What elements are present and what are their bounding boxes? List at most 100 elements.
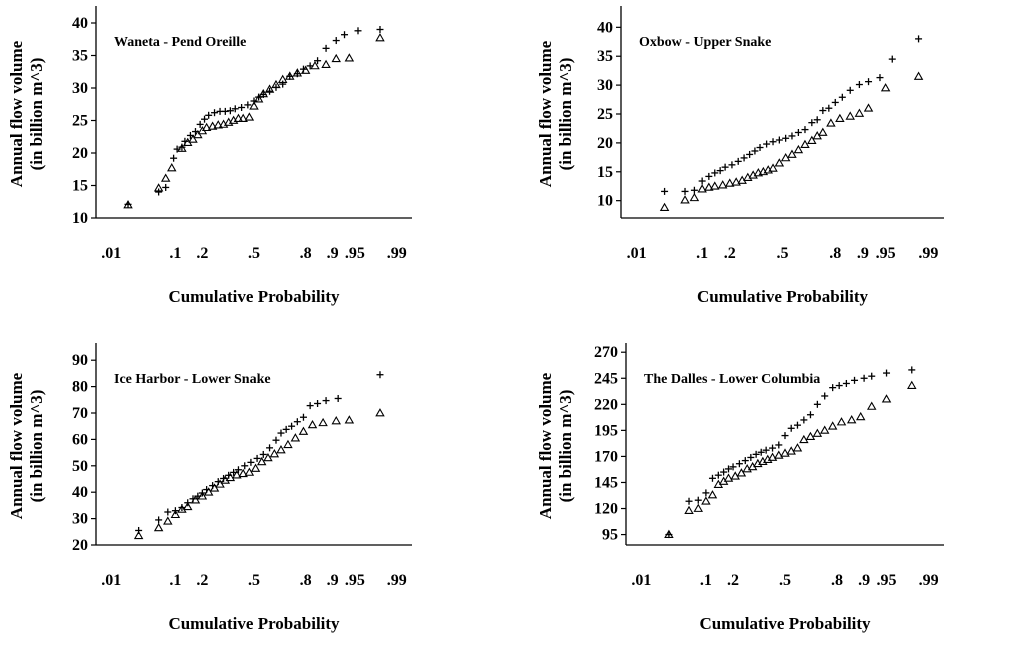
plus-marker: [155, 188, 163, 196]
triangle-marker: [855, 411, 866, 421]
y-tick-label: 30: [597, 77, 613, 94]
plus-marker: [888, 55, 896, 63]
triangle-marker: [826, 118, 836, 127]
triangle-marker: [177, 143, 187, 152]
plus-marker: [831, 98, 839, 106]
triangle-marker: [307, 419, 318, 429]
triangle-marker: [684, 505, 694, 515]
triangle-marker: [197, 491, 208, 500]
plus-marker: [741, 457, 749, 465]
plus-marker: [851, 376, 859, 384]
plus-marker: [915, 35, 923, 43]
y-axis-title-line: Annual flow volume: [7, 40, 26, 187]
triangle-marker: [310, 60, 320, 70]
triangle-marker: [203, 487, 214, 496]
plus-marker: [787, 424, 795, 432]
triangle-marker: [768, 163, 778, 172]
triangle-marker: [845, 111, 855, 120]
triangle-marker: [787, 149, 797, 158]
triangle-marker: [344, 415, 355, 424]
triangle-marker: [812, 428, 823, 437]
triangle-marker: [233, 113, 244, 122]
triangle-marker: [723, 473, 734, 482]
triangle-marker: [182, 501, 193, 511]
triangle-marker: [207, 121, 218, 130]
plus-marker: [781, 432, 789, 440]
y-tick-label: 15: [597, 164, 613, 181]
y-tick-label: 90: [72, 352, 88, 369]
plus-marker: [876, 74, 884, 82]
plus-marker: [272, 436, 280, 444]
y-tick-label: 25: [597, 106, 613, 123]
plus-marker: [729, 463, 737, 471]
x-tick-label: .2: [724, 245, 736, 262]
plus-marker: [782, 134, 790, 142]
y-tick-label: 35: [72, 48, 88, 65]
triangle-marker: [780, 448, 790, 457]
plus-marker: [314, 57, 322, 65]
y-axis-title-line: Annual flow volume: [536, 372, 555, 519]
plus-marker: [775, 441, 783, 449]
triangle-marker: [244, 112, 255, 121]
chart-panel-ice-harbor: 20 30 40 50 60 70 80 90 .01 .1 .2 .5 .8 .9 .95 .99 Cumul…: [0, 326, 505, 651]
y-tick-label: 245: [594, 370, 618, 387]
triangle-marker: [786, 446, 796, 455]
x-tick-label: .99: [387, 245, 407, 262]
x-tick-label: .95: [876, 245, 896, 262]
triangle-marker: [238, 468, 248, 478]
triangle-marker: [170, 509, 181, 519]
y-axis-title-line: (in billion m^3): [27, 390, 46, 503]
triangle-marker: [799, 434, 809, 444]
triangle-marker: [232, 470, 242, 479]
plus-marker: [685, 497, 693, 505]
x-axis-title: Cumulative Probability: [168, 287, 340, 306]
plus-marker: [763, 140, 771, 148]
plus-marker: [299, 413, 307, 421]
triangle-marker: [701, 496, 711, 505]
plus-marker: [277, 429, 285, 437]
triangle-marker: [133, 530, 144, 540]
plus-marker: [735, 460, 743, 468]
triangle-marker: [123, 200, 133, 209]
panel-title: The Dalles - Lower Columbia: [644, 372, 820, 387]
plus-marker: [724, 465, 732, 473]
triangle-marker: [375, 408, 385, 417]
plus-marker: [757, 448, 765, 456]
y-tick-label: 80: [72, 379, 88, 396]
triangle-marker: [290, 433, 301, 442]
plus-marker: [855, 81, 863, 89]
plus-marker: [201, 115, 209, 123]
x-tick-label: .01: [101, 572, 121, 589]
triangle-marker: [863, 103, 874, 112]
y-tick-label: 15: [72, 178, 88, 195]
triangle-marker: [201, 122, 212, 132]
plus-marker: [211, 109, 219, 117]
plus-marker: [279, 80, 287, 88]
triangle-marker: [881, 394, 892, 403]
triangle-marker: [190, 495, 201, 504]
x-tick-label: .5: [248, 245, 260, 262]
x-tick-label: .8: [829, 245, 841, 262]
triangle-marker: [331, 53, 341, 63]
x-tick-label: .2: [727, 572, 739, 589]
plus-marker: [322, 44, 330, 52]
triangle-marker: [724, 178, 735, 187]
x-tick-label: .5: [777, 245, 789, 262]
plus-marker: [196, 120, 204, 128]
triangle-marker: [153, 183, 164, 192]
plus-marker: [259, 450, 267, 458]
x-tick-label: .99: [918, 245, 938, 262]
plus-marker: [205, 111, 213, 119]
triangle-marker: [758, 166, 769, 176]
chart-panel-oxbow: 10 15 20 25 30 35 40 .01 .1 .2 .5 .8 .9 .95 .99 Cumulat…: [505, 0, 1010, 325]
y-tick-label: 20: [597, 135, 613, 152]
triangle-marker: [907, 380, 917, 389]
y-tick-label: 220: [594, 396, 618, 413]
plus-marker: [868, 372, 876, 380]
x-tick-label: .99: [919, 572, 939, 589]
x-tick-label: .2: [196, 572, 208, 589]
triangle-marker: [818, 127, 828, 136]
plus-marker: [865, 78, 873, 86]
x-tick-label: .95: [877, 572, 897, 589]
plus-marker: [155, 516, 163, 524]
